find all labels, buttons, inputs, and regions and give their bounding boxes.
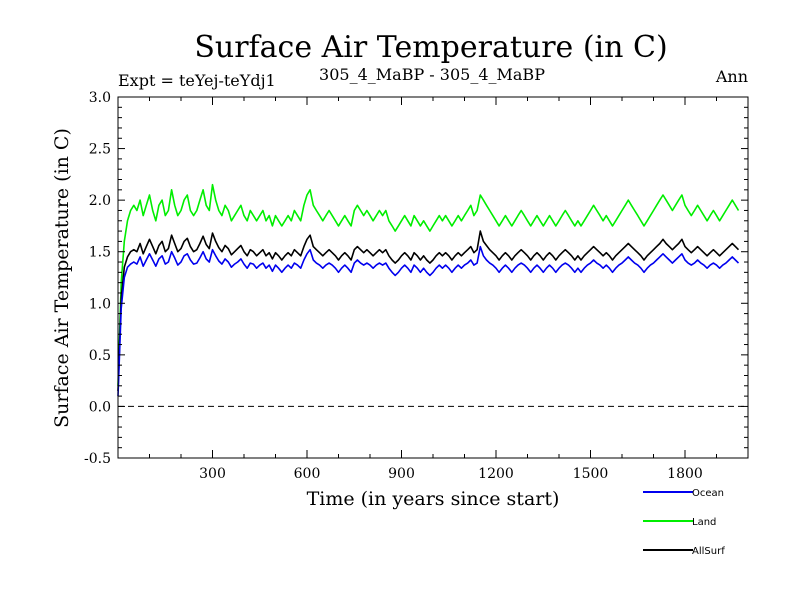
y-tick-label: 1.0: [89, 296, 111, 312]
x-tick-label: 600: [294, 466, 321, 482]
series-line-land: [117, 183, 740, 386]
legend: Ocean Land AllSurf: [643, 488, 725, 557]
plot-frame: [117, 96, 749, 459]
x-tick-label: 1800: [667, 466, 703, 482]
y-tick-label: 0.5: [89, 348, 111, 364]
season-label: Ann: [715, 67, 748, 86]
legend-label-land: Land: [692, 517, 716, 528]
experiment-label: Expt = teYej-teYdj1: [118, 71, 276, 90]
y-tick-label: 2.0: [89, 193, 111, 209]
y-tick-label: -0.5: [84, 451, 111, 467]
y-tick-label: 0.0: [89, 399, 111, 415]
legend-label-ocean: Ocean: [692, 488, 724, 499]
series-layer: [117, 183, 740, 397]
x-tick-label: 300: [199, 466, 226, 482]
y-tick-label: 2.5: [89, 142, 111, 158]
x-axis-label: Time (in years since start): [307, 488, 560, 510]
legend-label-allsurf: AllSurf: [692, 546, 725, 557]
axes-layer: -0.5 0.0 0.5 1.0 1.5 2.0 2.5 3.0 300 600 900 1200 15…: [84, 90, 748, 482]
x-tick-label: 1500: [573, 466, 609, 482]
y-tick-label: 1.5: [89, 245, 111, 261]
y-tick-label: 3.0: [89, 90, 111, 106]
x-tick-label: 1200: [478, 466, 514, 482]
chart-title: Surface Air Temperature (in C): [194, 30, 667, 65]
series-line-ocean: [117, 245, 740, 397]
y-axis-label: Surface Air Temperature (in C): [51, 128, 73, 428]
x-tick-label: 900: [388, 466, 415, 482]
period-label: 305_4_MaBP - 305_4_MaBP: [319, 65, 545, 84]
series-line-allsurf: [117, 230, 740, 392]
